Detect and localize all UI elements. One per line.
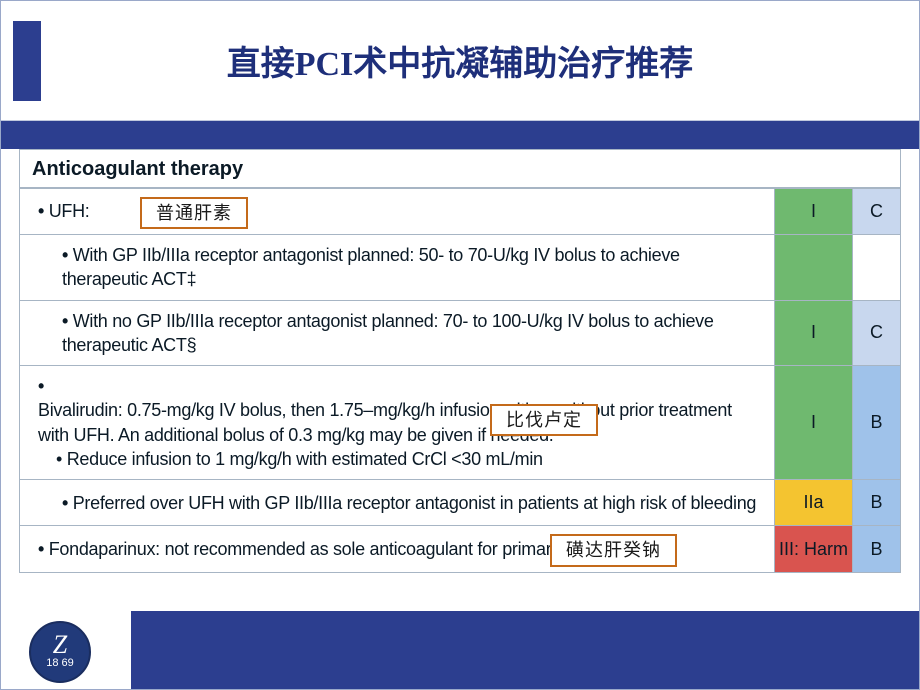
recommendation-table: Anticoagulant therapy UFH:普通肝素ICWith GP …	[19, 149, 901, 573]
recommendation-text: Preferred over UFH with GP IIb/IIIa rece…	[20, 480, 774, 525]
row-text: Preferred over UFH with GP IIb/IIIa rece…	[62, 491, 756, 515]
title-area: 直接PCI术中抗凝辅助治疗推荐	[1, 1, 919, 121]
recommendation-text: Fondaparinux: not recommended as sole an…	[20, 526, 774, 572]
class-of-recommendation: I	[774, 189, 852, 234]
chinese-annotation: 普通肝素	[140, 197, 248, 229]
level-of-evidence	[852, 235, 900, 300]
level-of-evidence: C	[852, 189, 900, 234]
class-of-recommendation	[774, 235, 852, 300]
row-text: With GP IIb/IIIa receptor antagonist pla…	[62, 243, 762, 292]
row-text: With no GP IIb/IIIa receptor antagonist …	[62, 309, 762, 358]
class-of-recommendation: III: Harm	[774, 526, 852, 572]
recommendation-text: Bivalirudin: 0.75-mg/kg IV bolus, then 1…	[20, 366, 774, 479]
recommendation-text: With GP IIb/IIIa receptor antagonist pla…	[20, 235, 774, 300]
table-row: UFH: 普通肝素 IC	[20, 189, 900, 235]
recommendation-text: UFH: 普通肝素	[20, 189, 774, 234]
logo-year: 18 69	[46, 657, 74, 669]
level-of-evidence: C	[852, 301, 900, 366]
footer-band: Z 18 69	[1, 611, 919, 689]
blue-band	[1, 121, 919, 149]
row-subtext: • Reduce infusion to 1 mg/kg/h with esti…	[38, 447, 762, 471]
chinese-annotation: 磺达肝癸钠	[550, 534, 677, 566]
table-row: Fondaparinux: not recommended as sole an…	[20, 526, 900, 572]
recommendation-text: With no GP IIb/IIIa receptor antagonist …	[20, 301, 774, 366]
table-row: Preferred over UFH with GP IIb/IIIa rece…	[20, 480, 900, 526]
table-row: Bivalirudin: 0.75-mg/kg IV bolus, then 1…	[20, 366, 900, 480]
class-of-recommendation: IIa	[774, 480, 852, 525]
row-text: Fondaparinux: not recommended as sole an…	[38, 537, 594, 561]
class-of-recommendation: I	[774, 301, 852, 366]
institution-logo: Z 18 69	[29, 621, 91, 683]
class-of-recommendation: I	[774, 366, 852, 479]
chinese-annotation: 比伐卢定	[490, 404, 598, 436]
slide-title: 直接PCI术中抗凝辅助治疗推荐	[227, 36, 694, 85]
logo-mark: Z	[53, 635, 67, 656]
row-text: UFH:	[38, 199, 90, 223]
level-of-evidence: B	[852, 366, 900, 479]
slide: 直接PCI术中抗凝辅助治疗推荐 Anticoagulant therapy UF…	[0, 0, 920, 690]
table-row: With GP IIb/IIIa receptor antagonist pla…	[20, 235, 900, 301]
row-text: Bivalirudin: 0.75-mg/kg IV bolus, then 1…	[38, 374, 762, 471]
level-of-evidence: B	[852, 480, 900, 525]
table-header: Anticoagulant therapy	[20, 150, 900, 189]
level-of-evidence: B	[852, 526, 900, 572]
table-row: With no GP IIb/IIIa receptor antagonist …	[20, 301, 900, 367]
